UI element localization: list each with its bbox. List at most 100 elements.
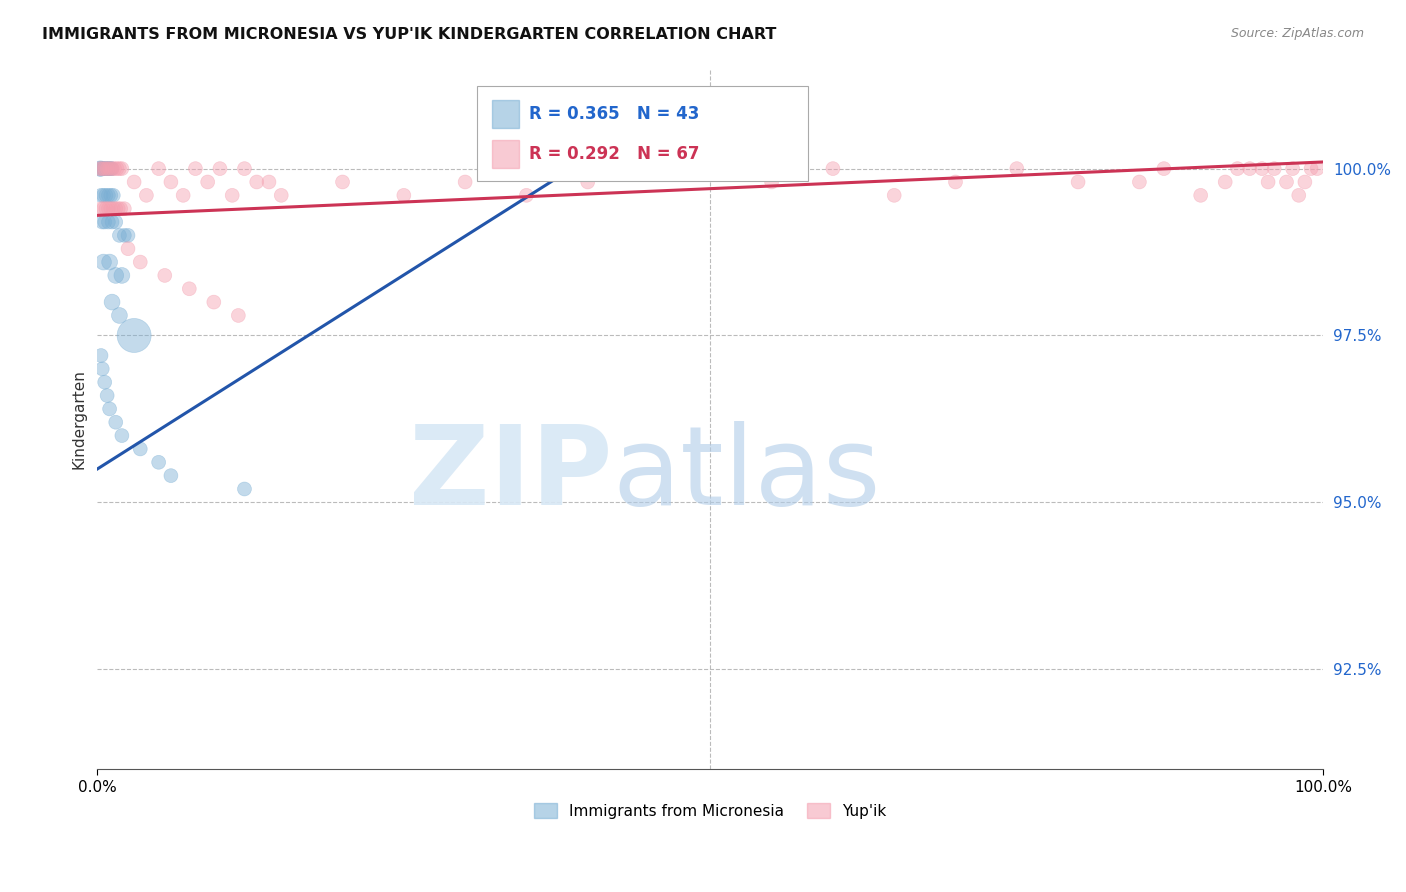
Point — [108, 309, 131, 323]
Text: atlas: atlas — [612, 422, 880, 528]
Point — [104, 215, 127, 229]
Point — [638, 161, 661, 176]
Point — [122, 175, 145, 189]
Point — [96, 388, 118, 402]
Point — [94, 161, 117, 176]
Point — [1153, 161, 1175, 176]
Point — [90, 161, 112, 176]
Point — [94, 202, 117, 216]
Point — [90, 188, 112, 202]
Point — [1306, 161, 1329, 176]
Point — [110, 202, 132, 216]
Point — [576, 175, 599, 189]
Text: IMMIGRANTS FROM MICRONESIA VS YUP'IK KINDERGARTEN CORRELATION CHART: IMMIGRANTS FROM MICRONESIA VS YUP'IK KIN… — [42, 27, 776, 42]
Point — [101, 295, 124, 310]
FancyBboxPatch shape — [492, 100, 519, 128]
Point — [160, 468, 183, 483]
Point — [883, 188, 905, 202]
Point — [100, 188, 122, 202]
Point — [197, 175, 219, 189]
Point — [332, 175, 354, 189]
Point — [94, 188, 117, 202]
Y-axis label: Kindergarten: Kindergarten — [72, 369, 86, 469]
Point — [93, 255, 115, 269]
Point — [392, 188, 415, 202]
Point — [97, 215, 120, 229]
Point — [103, 202, 125, 216]
Point — [105, 161, 128, 176]
Point — [91, 161, 114, 176]
Point — [108, 161, 131, 176]
Point — [89, 161, 111, 176]
Point — [1299, 161, 1322, 176]
Legend: Immigrants from Micronesia, Yup'ik: Immigrants from Micronesia, Yup'ik — [529, 797, 893, 825]
Point — [98, 401, 121, 416]
Point — [184, 161, 207, 176]
Point — [1281, 161, 1303, 176]
Point — [98, 161, 121, 176]
Point — [153, 268, 176, 283]
Point — [699, 161, 721, 176]
Point — [107, 202, 129, 216]
Point — [96, 161, 118, 176]
Point — [97, 202, 120, 216]
Point — [101, 215, 124, 229]
Point — [104, 415, 127, 429]
Point — [172, 188, 194, 202]
Point — [100, 161, 122, 176]
Point — [148, 455, 170, 469]
Text: ZIP: ZIP — [409, 422, 612, 528]
Point — [257, 175, 280, 189]
Point — [208, 161, 231, 176]
Text: R = 0.292   N = 67: R = 0.292 N = 67 — [529, 145, 699, 163]
Point — [101, 161, 124, 176]
Point — [112, 202, 135, 216]
Point — [945, 175, 967, 189]
Point — [108, 228, 131, 243]
Point — [1251, 161, 1274, 176]
Point — [148, 161, 170, 176]
Point — [1005, 161, 1028, 176]
Point — [1067, 175, 1090, 189]
Point — [1128, 175, 1150, 189]
Point — [117, 228, 139, 243]
Point — [93, 375, 115, 389]
Point — [515, 188, 537, 202]
Point — [202, 295, 225, 310]
Point — [100, 202, 122, 216]
Point — [104, 202, 127, 216]
Point — [91, 161, 114, 176]
Point — [1288, 188, 1310, 202]
Point — [91, 215, 114, 229]
Text: R = 0.365   N = 43: R = 0.365 N = 43 — [529, 105, 699, 123]
Point — [90, 202, 112, 216]
Point — [97, 161, 120, 176]
Point — [135, 188, 157, 202]
Point — [270, 188, 292, 202]
Point — [89, 161, 111, 176]
Point — [129, 255, 152, 269]
Point — [111, 161, 134, 176]
Point — [101, 161, 124, 176]
FancyBboxPatch shape — [478, 86, 808, 181]
Point — [93, 161, 115, 176]
Point — [103, 188, 125, 202]
Point — [1263, 161, 1285, 176]
Point — [103, 161, 125, 176]
Point — [1275, 175, 1298, 189]
Point — [1189, 188, 1212, 202]
Point — [111, 428, 134, 442]
Point — [761, 175, 783, 189]
Point — [454, 175, 477, 189]
Point — [246, 175, 269, 189]
Point — [104, 268, 127, 283]
Point — [122, 328, 145, 343]
Point — [1294, 175, 1316, 189]
FancyBboxPatch shape — [492, 140, 519, 168]
Point — [93, 215, 115, 229]
Point — [821, 161, 844, 176]
Point — [228, 309, 250, 323]
Point — [98, 161, 121, 176]
Point — [117, 242, 139, 256]
Point — [93, 188, 115, 202]
